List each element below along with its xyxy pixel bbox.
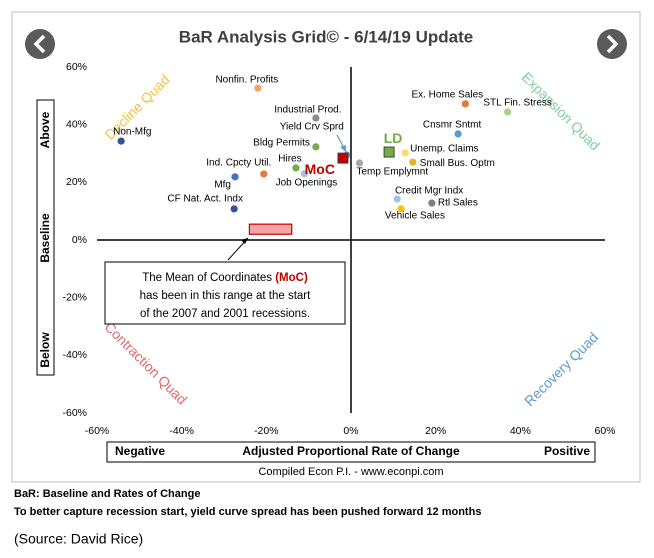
point — [461, 100, 469, 108]
x-tick-label: -60% — [85, 425, 110, 437]
point-label: Bldg Permits — [253, 138, 310, 149]
x-tick-label: 20% — [425, 425, 446, 437]
moc-range — [248, 223, 293, 235]
x-label-box — [106, 441, 596, 463]
footnote: To better capture recession start, yield… — [14, 506, 481, 518]
point — [454, 130, 462, 138]
y-tick-label: -60% — [62, 407, 87, 419]
point-label: Non-Mfg — [113, 127, 151, 138]
annotation-highlight: (MoC) — [275, 272, 308, 284]
point — [230, 205, 238, 213]
point — [260, 170, 268, 178]
point — [401, 149, 409, 157]
annotation-line: of the 2007 and 2001 recessions. — [140, 308, 310, 320]
nav-prev[interactable] — [25, 29, 55, 59]
point — [117, 137, 125, 145]
y-tick-label: 0% — [72, 234, 87, 246]
point-label: Unemp. Claims — [410, 144, 478, 155]
yield-arrow — [336, 134, 345, 149]
credit: Compiled Econ P.I. - www.econpi.com — [258, 466, 443, 478]
y-label-box — [36, 99, 55, 376]
yield-arrowhead — [340, 145, 346, 152]
y-tick-label: 20% — [66, 176, 87, 188]
point-label: Vehicle Sales — [385, 211, 445, 222]
footnote: BaR: Baseline and Rates of Change — [14, 488, 200, 500]
point — [254, 84, 262, 92]
point — [300, 170, 309, 178]
point-label: Mfg — [214, 179, 231, 190]
point-label: Credit Mgr Indx — [395, 186, 463, 197]
point-label: Job Openings — [276, 177, 338, 188]
y-tick-label: -40% — [62, 349, 87, 361]
point-label: LD — [384, 130, 403, 146]
point-label: Hires — [278, 154, 301, 165]
point — [428, 199, 436, 207]
point-label: Yield Crv Sprd — [280, 122, 344, 133]
point-label: MoC — [305, 161, 335, 177]
point-label: Ex. Home Sales — [411, 90, 483, 101]
annotation-line: has been in this range at the start — [140, 290, 311, 302]
point-label: Ind. Cpcty Util. — [206, 158, 271, 169]
annotation-text: The Mean of Coordinates (MoC) — [142, 272, 308, 284]
x-right-label: Positive — [544, 444, 590, 458]
point — [397, 205, 405, 213]
point — [292, 164, 300, 172]
x-axis-title: Adjusted Proportional Rate of Change — [242, 444, 460, 458]
point-label: STL Fin. Stress — [483, 98, 552, 109]
x-tick-label: 40% — [510, 425, 531, 437]
point-label: Temp Emplymnt — [356, 167, 428, 178]
point — [383, 146, 395, 158]
point-label: Nonfin. Profits — [215, 75, 278, 86]
y-bottom-label: Below — [38, 332, 52, 368]
point-label: Industrial Prod. — [274, 105, 341, 116]
source: (Source: David Rice) — [14, 531, 143, 547]
point — [312, 143, 320, 151]
point-label: Rtl Sales — [438, 198, 478, 209]
point — [355, 159, 364, 167]
x-left-label: Negative — [115, 444, 165, 458]
point — [231, 173, 239, 181]
point — [409, 158, 417, 166]
y-tick-label: 40% — [66, 118, 87, 130]
point-label: Small Bus. Optm — [420, 158, 495, 169]
annotation-box — [104, 261, 346, 325]
point-label: Cnsmr Sntmt — [423, 120, 482, 131]
y-top-label: Above — [38, 111, 52, 148]
x-tick-label: 60% — [594, 425, 615, 437]
x-tick-label: -20% — [254, 425, 279, 437]
chart-title: BaR Analysis Grid© - 6/14/19 Update — [179, 27, 473, 46]
chart-frame — [11, 11, 641, 483]
point-label: CF Nat. Act. Indx — [167, 194, 243, 205]
point — [393, 195, 401, 203]
x-tick-label: 0% — [343, 425, 358, 437]
x-tick-label: -40% — [169, 425, 194, 437]
point — [337, 152, 349, 164]
y-middle-label: Baseline — [38, 213, 52, 263]
point — [312, 114, 320, 122]
y-tick-label: 60% — [66, 61, 87, 73]
nav-next[interactable] — [597, 29, 627, 59]
point — [504, 108, 512, 116]
annotation-line: The Mean of Coordinates — [142, 272, 272, 284]
y-tick-label: -20% — [62, 291, 87, 303]
